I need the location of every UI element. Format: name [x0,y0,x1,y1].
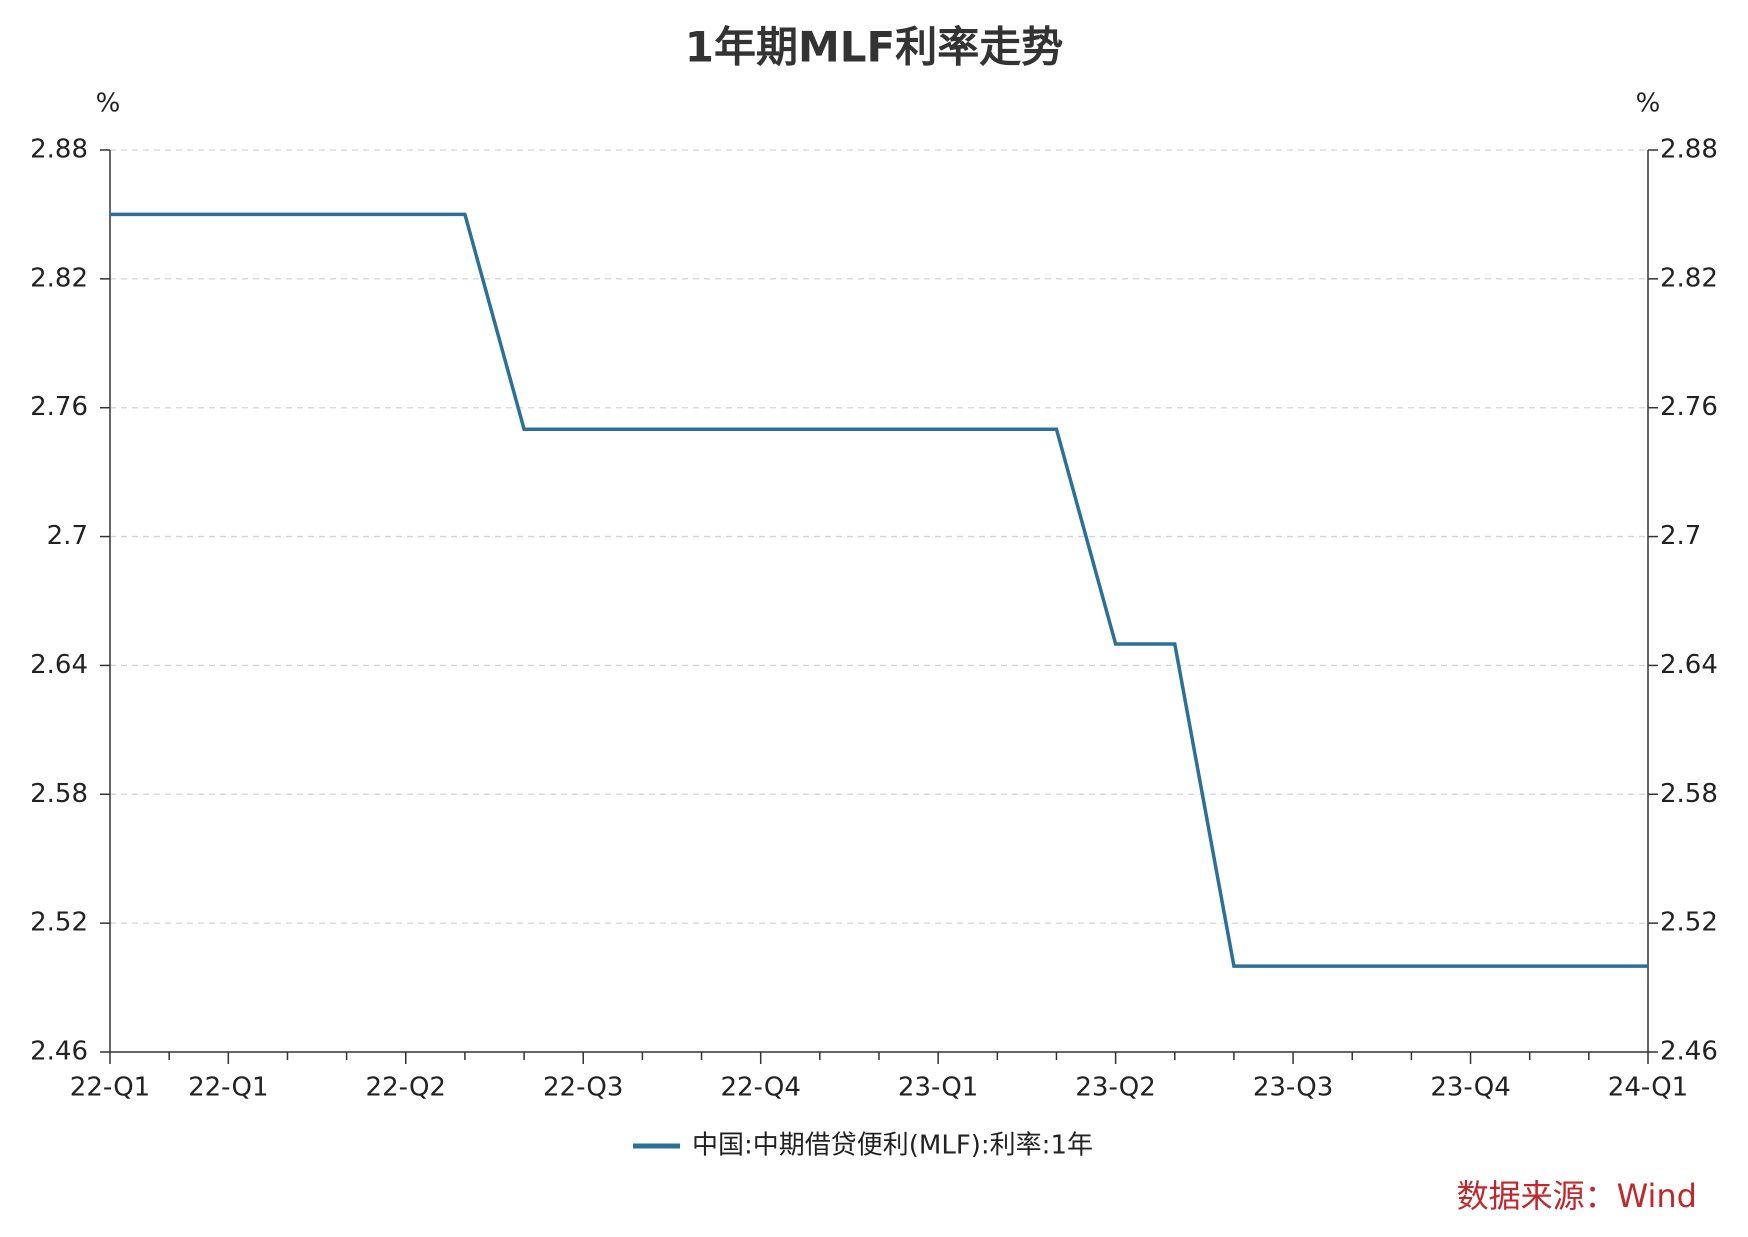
x-tick-label: 23-Q2 [1075,1073,1155,1103]
y2-tick-label: 2.82 [1660,263,1718,293]
x-tick-label: 24-Q1 [1608,1073,1688,1103]
legend-label: 中国:中期借贷便利(MLF):利率:1年 [692,1131,1093,1161]
x-tick-label: 22-Q2 [366,1073,446,1103]
data-line [110,212,1648,968]
y2-tick-label: 2.76 [1660,392,1718,422]
y2-tick-label: 2.88 [1660,135,1718,165]
x-tick-label: 23-Q1 [898,1073,978,1103]
y2-tick-label: 2.64 [1660,650,1718,680]
y2-unit: % [1636,89,1661,119]
y2-tick-label: 2.58 [1660,779,1718,809]
y2-tick-label: 2.52 [1660,908,1718,938]
source-note: 数据来源：Wind [1457,1177,1697,1215]
chart-title: 1年期MLF利率走势 [685,23,1063,72]
x-tick-label: 22-Q4 [720,1073,800,1103]
y-tick-label: 2.88 [30,135,88,165]
x-tick-label: 22-Q1 [70,1073,150,1103]
y-tick-label: 2.82 [30,263,88,293]
y-tick-label: 2.7 [47,521,88,551]
y2-tick-label: 2.46 [1660,1037,1718,1067]
x-tick-label: 23-Q3 [1253,1073,1333,1103]
y-tick-label: 2.64 [30,650,88,680]
y-tick-label: 2.46 [30,1037,88,1067]
y-tick-label: 2.52 [30,908,88,938]
x-tick-label: 23-Q4 [1430,1073,1510,1103]
y-tick-label: 2.76 [30,392,88,422]
y2-tick-label: 2.7 [1660,521,1701,551]
y-unit: % [96,89,121,119]
x-tick-label: 22-Q1 [188,1073,268,1103]
x-tick-label: 22-Q3 [543,1073,623,1103]
y-tick-label: 2.58 [30,779,88,809]
